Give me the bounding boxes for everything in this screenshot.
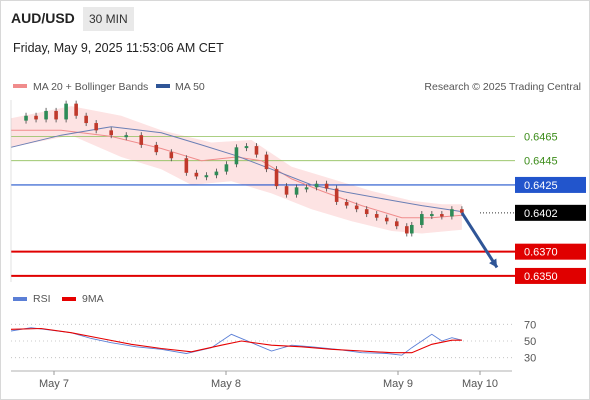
level-badge-label: 0.6425 (524, 180, 558, 192)
level-badge-label: 0.6350 (524, 271, 558, 283)
rsi-panel: 70 50 30 (10, 319, 536, 365)
x-axis: May 7 May 8 May 9 May 10 (10, 100, 512, 390)
legend-ma50-label: MA 50 (175, 81, 205, 93)
candle-body (214, 171, 219, 176)
rsi-tick-label: 30 (524, 353, 536, 365)
legend-9ma-label: 9MA (82, 293, 104, 305)
forecast-arrow-line (460, 212, 499, 269)
rsi-tick-label: 70 (524, 319, 536, 331)
candle-body (234, 147, 239, 165)
x-tick-label: May 10 (462, 378, 498, 390)
candle-body (194, 172, 199, 177)
candle-body (274, 169, 279, 187)
candle-body (169, 152, 174, 159)
candle-body (374, 214, 379, 218)
level-badge-pivot (515, 176, 586, 193)
candle-body (139, 135, 144, 145)
candle-body (24, 115, 28, 121)
level-badge-current (515, 204, 586, 221)
legend-ma20-label: MA 20 + Bollinger Bands (33, 81, 148, 93)
candle-body (109, 130, 113, 136)
candle-body (304, 187, 309, 190)
x-tick-label: May 7 (39, 378, 69, 390)
candle-body (54, 110, 58, 120)
candle-body (74, 103, 78, 116)
level-label-resistance: 0.6465 (524, 131, 558, 143)
candle-body (264, 154, 269, 170)
price-series (24, 100, 464, 237)
x-tick-label: May 8 (211, 378, 241, 390)
level-badge-label: 0.6370 (524, 247, 558, 259)
level-badges: 0.6465 0.6445 0.6425 0.6402 0.6370 0.6350 (515, 131, 586, 284)
candle-body (314, 183, 319, 188)
rsi-9ma-line (10, 327, 462, 354)
rsi-line (10, 327, 463, 356)
level-badge-support (515, 267, 586, 284)
level-badge-label: 0.6402 (524, 208, 558, 220)
datetime-label: Friday, May 9, 2025 11:53:06 AM CET (13, 41, 224, 55)
legend-swatch-ma50 (156, 84, 170, 88)
forecast-arrow-head (489, 258, 497, 268)
candle-body (64, 103, 68, 120)
candle-body (224, 164, 229, 172)
timeframe-button[interactable]: 30 MIN (83, 7, 134, 31)
candle-body (420, 214, 424, 225)
candle-body (364, 209, 369, 215)
candle-body (34, 115, 38, 120)
candle-body (184, 158, 189, 173)
legend-swatch-ma20 (13, 84, 27, 88)
candle-body (430, 214, 434, 217)
candle-body (404, 226, 409, 234)
forecast-arrow (460, 212, 499, 269)
candle-body (450, 209, 454, 217)
credit-label: Research © 2025 Trading Central (424, 81, 581, 93)
candle-body (324, 183, 329, 189)
legend-rsi-label: RSI (33, 293, 51, 305)
candle-body (344, 201, 349, 206)
rsi-tick-label: 50 (524, 336, 536, 348)
candle-body (154, 144, 159, 153)
ma50-line (10, 126, 462, 213)
candle-body (334, 188, 339, 202)
candle-body (284, 186, 289, 195)
candle-body (204, 175, 209, 178)
x-tick-label: May 9 (383, 378, 413, 390)
level-badge-support (515, 243, 586, 260)
candle-body (124, 135, 129, 138)
candle-body (410, 224, 414, 234)
legend-swatch-rsi (13, 297, 27, 301)
price-levels (11, 135, 515, 277)
symbol-title: AUD/USD (11, 10, 75, 26)
candle-body (460, 209, 464, 213)
candle-body (354, 205, 359, 210)
candle-body (244, 146, 249, 149)
bollinger-band-fill (11, 106, 462, 234)
candle-body (384, 217, 389, 222)
candle-body (394, 221, 399, 227)
candle-body (84, 115, 88, 124)
level-label-resistance: 0.6445 (524, 156, 558, 168)
bollinger-band (11, 106, 462, 234)
candle-body (44, 110, 48, 120)
candle-body (94, 123, 98, 131)
candle-body (254, 146, 259, 155)
candle-body (294, 187, 299, 195)
legend-swatch-9ma (62, 297, 76, 301)
candle-body (440, 214, 444, 217)
